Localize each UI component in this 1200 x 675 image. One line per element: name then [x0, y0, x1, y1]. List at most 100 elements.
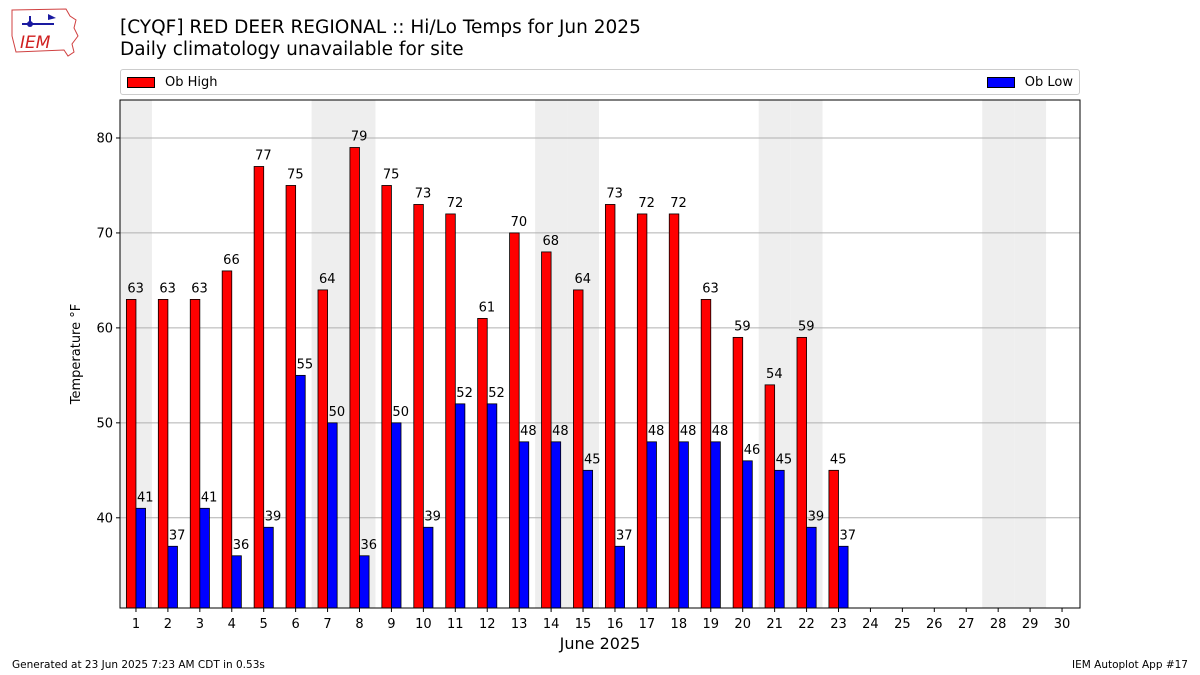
- low-bar: [263, 526, 274, 609]
- high-value-label: 64: [319, 272, 336, 287]
- low-bar: [614, 545, 625, 609]
- low-bar: [327, 422, 338, 609]
- low-bar: [518, 441, 530, 609]
- low-value-label: 37: [169, 528, 186, 543]
- low-value-label: 36: [233, 538, 250, 553]
- x-tick-label: 14: [543, 617, 560, 632]
- high-value-label: 77: [255, 148, 272, 163]
- low-bar: [646, 441, 657, 609]
- high-value-label: 59: [734, 319, 751, 334]
- low-value-label: 45: [776, 452, 793, 467]
- x-tick-label: 28: [990, 617, 1007, 632]
- bars: [125, 147, 849, 609]
- low-value-label: 50: [329, 405, 346, 420]
- high-value-label: 59: [798, 319, 815, 334]
- high-bar: [349, 147, 360, 609]
- data-labels: 63 63 63 66 77 75 64 79 75 73 72 61 70 68 64 73 72 72 63 59…: [127, 129, 856, 552]
- weekend-shade-day-29: [1014, 100, 1047, 608]
- high-bar: [125, 299, 137, 609]
- low-bar: [582, 469, 594, 609]
- low-value-label: 37: [616, 528, 633, 543]
- legend-swatch-high: [127, 76, 155, 88]
- x-tick-label: 26: [926, 617, 943, 632]
- x-tick-label: 12: [479, 617, 496, 632]
- low-bar: [838, 545, 849, 609]
- legend-swatch-low: [986, 76, 1015, 88]
- high-value-label: 72: [447, 196, 464, 211]
- x-tick-label: 25: [894, 617, 911, 632]
- iowa-map-icon: IEM: [11, 8, 79, 57]
- high-value-label: 73: [606, 186, 623, 201]
- x-tick-label: 5: [260, 617, 268, 632]
- high-value-label: 63: [159, 281, 176, 296]
- low-bar: [231, 555, 242, 609]
- high-bar: [668, 213, 680, 609]
- low-value-label: 39: [265, 509, 282, 524]
- x-tick-label: 19: [702, 617, 719, 632]
- legend-item-high: Ob High: [127, 70, 218, 94]
- x-tick-label: 22: [798, 617, 815, 632]
- x-tick-label: 3: [196, 617, 204, 632]
- low-bar: [422, 526, 434, 609]
- low-value-label: 41: [137, 490, 154, 505]
- high-value-label: 63: [702, 281, 719, 296]
- generated-timestamp: Generated at 23 Jun 2025 7:23 AM CDT in …: [12, 659, 265, 671]
- chart-title: [CYQF] RED DEER REGIONAL :: Hi/Lo Temps …: [120, 17, 641, 38]
- high-value-label: 72: [638, 196, 655, 211]
- low-value-label: 48: [680, 424, 697, 439]
- high-bar: [573, 289, 584, 609]
- high-bar: [796, 336, 807, 609]
- high-bar: [828, 469, 839, 609]
- x-tick-label: 2: [164, 617, 172, 632]
- high-value-label: 70: [511, 215, 528, 230]
- high-value-label: 75: [383, 167, 400, 182]
- x-tick-label: 21: [766, 617, 783, 632]
- high-bar: [413, 204, 424, 609]
- x-tick-label: 30: [1054, 617, 1071, 632]
- high-bar: [285, 185, 297, 609]
- x-tick-label: 24: [862, 617, 879, 632]
- high-value-label: 45: [830, 452, 847, 467]
- high-bar: [732, 336, 744, 609]
- low-bar: [710, 441, 721, 609]
- x-tick-label: 10: [415, 617, 432, 632]
- x-tick-label: 13: [511, 617, 528, 632]
- high-bar: [604, 204, 616, 609]
- x-tick-label: 6: [291, 617, 299, 632]
- chart-legend: Ob High Ob Low: [120, 69, 1080, 95]
- low-bar: [486, 403, 498, 609]
- y-axis-label: Temperature °F: [69, 304, 84, 405]
- low-bar: [359, 555, 370, 609]
- high-value-label: 64: [574, 272, 591, 287]
- low-bar: [295, 374, 306, 609]
- iem-logo: IEM: [8, 6, 80, 58]
- x-tick-label: 8: [355, 617, 363, 632]
- high-value-label: 72: [670, 196, 687, 211]
- high-value-label: 79: [351, 129, 368, 144]
- low-value-label: 52: [488, 386, 505, 401]
- high-bar: [445, 213, 456, 609]
- low-value-label: 37: [840, 528, 857, 543]
- legend-label-high: Ob High: [165, 74, 218, 90]
- y-axis: 40 50 60 70 80: [96, 131, 120, 526]
- x-tick-label: 11: [447, 617, 464, 632]
- x-tick-label: 27: [958, 617, 975, 632]
- high-value-label: 61: [479, 300, 496, 315]
- high-bar: [253, 166, 265, 609]
- low-value-label: 41: [201, 490, 218, 505]
- high-value-label: 73: [415, 186, 432, 201]
- high-bar: [221, 270, 233, 609]
- weekend-shading: [120, 100, 1047, 608]
- low-value-label: 39: [808, 509, 825, 524]
- high-bar: [317, 289, 328, 609]
- chart-subtitle: Daily climatology unavailable for site: [120, 39, 464, 60]
- high-bar: [477, 317, 488, 609]
- low-bar: [742, 460, 753, 609]
- logo-text: IEM: [20, 33, 51, 53]
- x-tick-label: 4: [228, 617, 236, 632]
- low-bar: [806, 526, 817, 609]
- low-value-label: 46: [744, 443, 761, 458]
- x-tick-label: 16: [607, 617, 624, 632]
- x-tick-label: 7: [323, 617, 331, 632]
- high-bar: [541, 251, 552, 609]
